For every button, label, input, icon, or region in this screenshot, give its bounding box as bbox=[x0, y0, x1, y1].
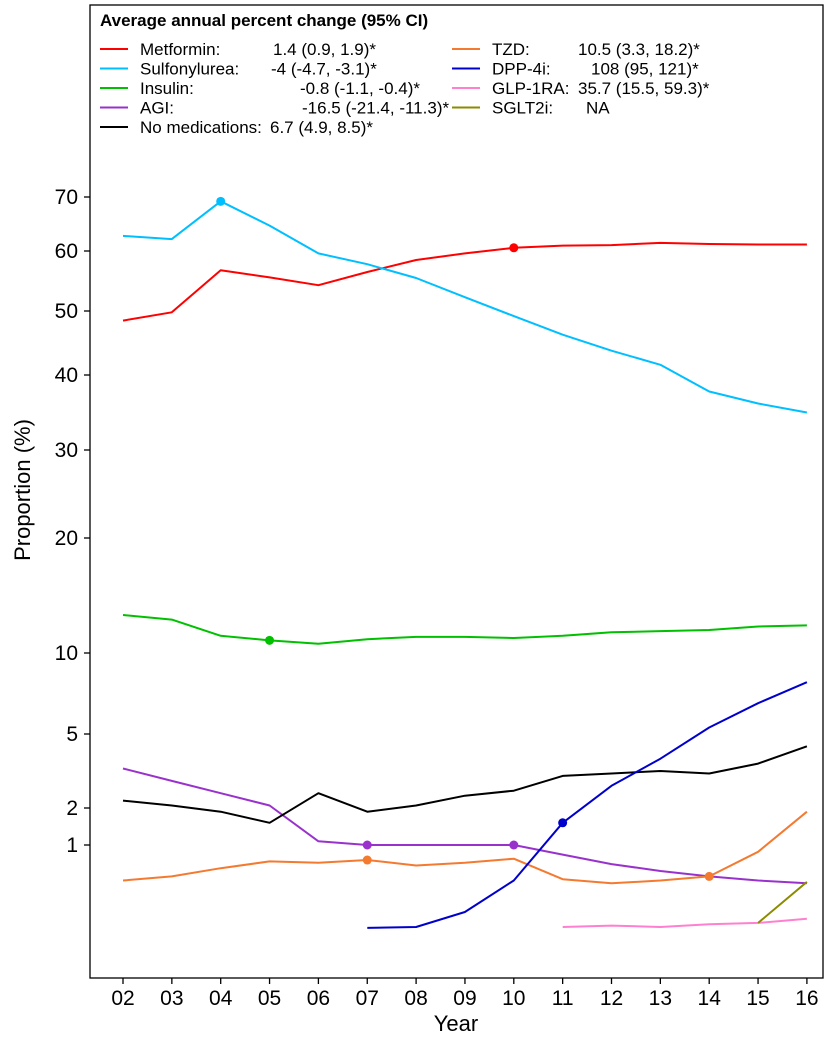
y-tick-label-40: 40 bbox=[55, 364, 78, 387]
legend-label-sglt2i: SGLT2i: bbox=[492, 99, 553, 118]
y-tick-label-60: 60 bbox=[55, 240, 78, 263]
legend-label-sulfonylurea: Sulfonylurea: bbox=[140, 60, 239, 79]
series-line-no-medications bbox=[122, 745, 808, 824]
series-line-metformin bbox=[122, 241, 807, 322]
x-axis-title: Year bbox=[434, 1011, 478, 1036]
y-tick-label-70: 70 bbox=[55, 186, 78, 209]
y-tick-label-20: 20 bbox=[55, 527, 78, 550]
legend-value-no-medications: 6.7 (4.9, 8.5)* bbox=[270, 118, 373, 137]
x-tick-label-13: 13 bbox=[649, 987, 672, 1010]
legend-value-tzd: 10.5 (3.3, 18.2)* bbox=[578, 40, 700, 59]
joinpoint-marker-agi-07 bbox=[362, 840, 372, 850]
joinpoint-marker-insulin-05 bbox=[265, 635, 275, 645]
legend-value-metformin: 1.4 (0.9, 1.9)* bbox=[273, 40, 376, 59]
y-tick-label-5: 5 bbox=[66, 723, 78, 746]
y-axis-title: Proportion (%) bbox=[10, 419, 35, 561]
x-tick-label-16: 16 bbox=[795, 987, 818, 1010]
plot-panel-border bbox=[89, 4, 824, 979]
x-tick-label-04: 04 bbox=[209, 987, 233, 1010]
joinpoint-marker-tzd-14 bbox=[704, 871, 714, 881]
x-axis: 02 03 04 05 06 07 08 09 10 11 12 13 14 15 16 bbox=[111, 978, 819, 1010]
legend-label-agi: AGI: bbox=[140, 99, 174, 118]
x-tick-label-07: 07 bbox=[356, 987, 379, 1010]
legend-label-tzd: TZD: bbox=[492, 40, 530, 59]
x-tick-label-02: 02 bbox=[111, 987, 134, 1010]
series-line-agi bbox=[122, 767, 807, 885]
y-tick-label-2: 2 bbox=[66, 797, 78, 820]
x-tick-label-15: 15 bbox=[746, 987, 769, 1010]
x-tick-label-14: 14 bbox=[698, 987, 722, 1010]
joinpoint-marker-metformin-10 bbox=[509, 243, 519, 253]
x-tick-label-11: 11 bbox=[552, 987, 574, 1010]
series-line-sglt2i bbox=[757, 881, 808, 924]
x-tick-label-09: 09 bbox=[453, 987, 476, 1010]
legend: Average annual percent change (95% CI) M… bbox=[100, 11, 710, 137]
legend-value-sglt2i: NA bbox=[586, 99, 610, 118]
series-line-sulfonylurea bbox=[122, 200, 808, 414]
legend-value-dpp-4i: 108 (95, 121)* bbox=[591, 60, 699, 79]
legend-title: Average annual percent change (95% CI) bbox=[100, 11, 428, 30]
series-line-dpp-4i bbox=[367, 681, 808, 929]
joinpoint-marker-agi-10 bbox=[509, 840, 519, 850]
legend-label-no-medications: No medications: bbox=[140, 118, 262, 137]
x-tick-label-10: 10 bbox=[502, 987, 525, 1010]
series-line-glp-1ra bbox=[562, 917, 807, 928]
series-line-tzd bbox=[122, 810, 808, 885]
legend-label-dpp-4i: DPP-4i: bbox=[492, 60, 551, 79]
legend-label-insulin: Insulin: bbox=[140, 79, 194, 98]
y-tick-label-30: 30 bbox=[55, 439, 78, 462]
joinpoint-marker-tzd-07 bbox=[362, 855, 372, 865]
legend-value-insulin: -0.8 (-1.1, -0.4)* bbox=[300, 79, 420, 98]
joinpoint-marker-sulfonylurea-04 bbox=[216, 196, 226, 206]
x-tick-label-03: 03 bbox=[160, 987, 183, 1010]
legend-value-glp-1ra: 35.7 (15.5, 59.3)* bbox=[578, 79, 710, 98]
y-tick-label-50: 50 bbox=[55, 300, 78, 323]
series-line-insulin bbox=[122, 614, 807, 645]
x-tick-label-12: 12 bbox=[600, 987, 623, 1010]
y-tick-label-10: 10 bbox=[55, 642, 78, 665]
legend-value-agi: -16.5 (-21.4, -11.3)* bbox=[302, 99, 449, 118]
legend-label-metformin: Metformin: bbox=[140, 40, 220, 59]
x-tick-label-08: 08 bbox=[404, 987, 427, 1010]
legend-label-glp-1ra: GLP-1RA: bbox=[492, 79, 569, 98]
y-axis: 1 2 5 10 20 30 40 50 60 70 bbox=[55, 186, 90, 857]
y-tick-label-1: 1 bbox=[66, 834, 78, 857]
x-tick-label-06: 06 bbox=[307, 987, 330, 1010]
x-tick-label-05: 05 bbox=[258, 987, 281, 1010]
legend-value-sulfonylurea: -4 (-4.7, -3.1)* bbox=[271, 60, 377, 79]
chart-marks bbox=[122, 196, 808, 929]
joinpoint-marker-dpp-4i-11 bbox=[558, 818, 568, 828]
